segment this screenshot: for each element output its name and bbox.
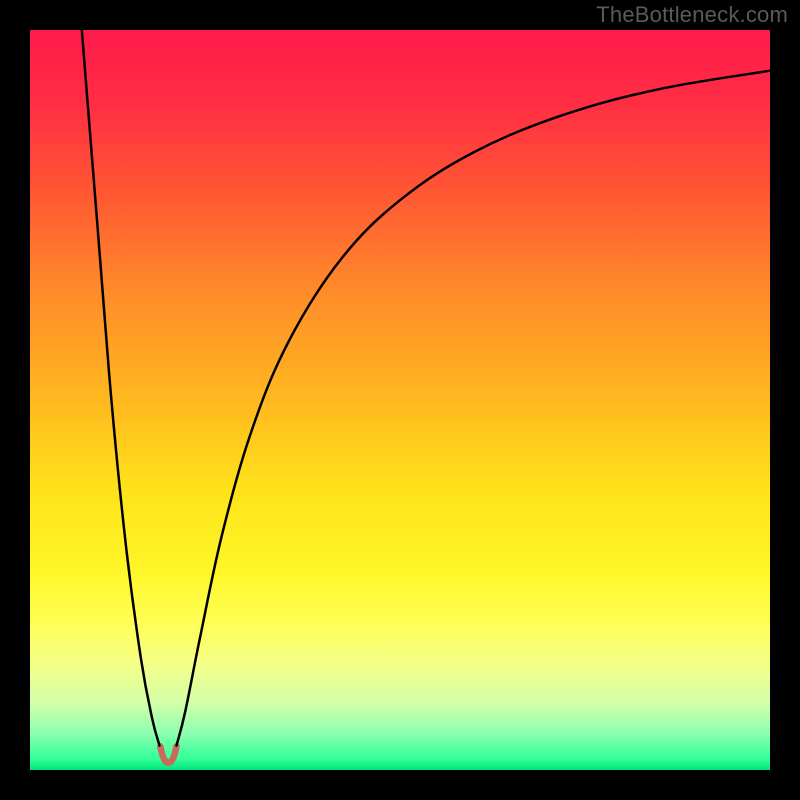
chart-container: TheBottleneck.com [0,0,800,800]
watermark-text: TheBottleneck.com [596,2,788,28]
bottleneck-chart [0,0,800,800]
